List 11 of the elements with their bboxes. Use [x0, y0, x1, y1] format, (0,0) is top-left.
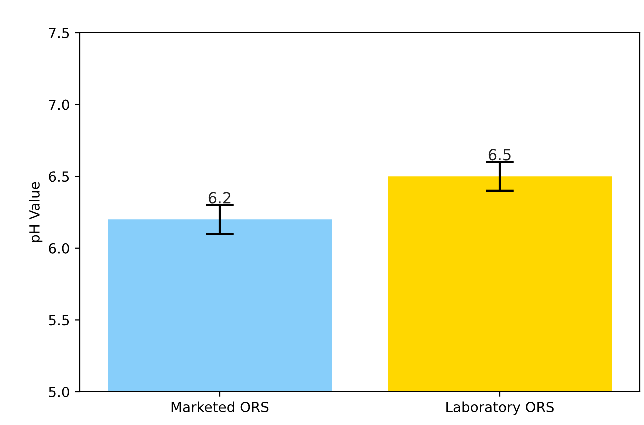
x-tick-label: Marketed ORS [172, 402, 269, 412]
data-label: 6.5 [488, 149, 511, 161]
y-tick-label: 5.0 [49, 386, 70, 398]
y-tick-label: 6.5 [49, 172, 70, 182]
y-tick-label: 7.0 [49, 100, 70, 110]
y-axis-title: pH Value [29, 182, 43, 242]
y-tick-label: 5.5 [49, 315, 70, 326]
y-tick-label: 6.0 [49, 243, 70, 254]
x-tick-label: Laboratory ORS [446, 402, 554, 416]
data-label: 6.2 [208, 192, 231, 204]
y-tick-label: 7.5 [49, 28, 70, 38]
